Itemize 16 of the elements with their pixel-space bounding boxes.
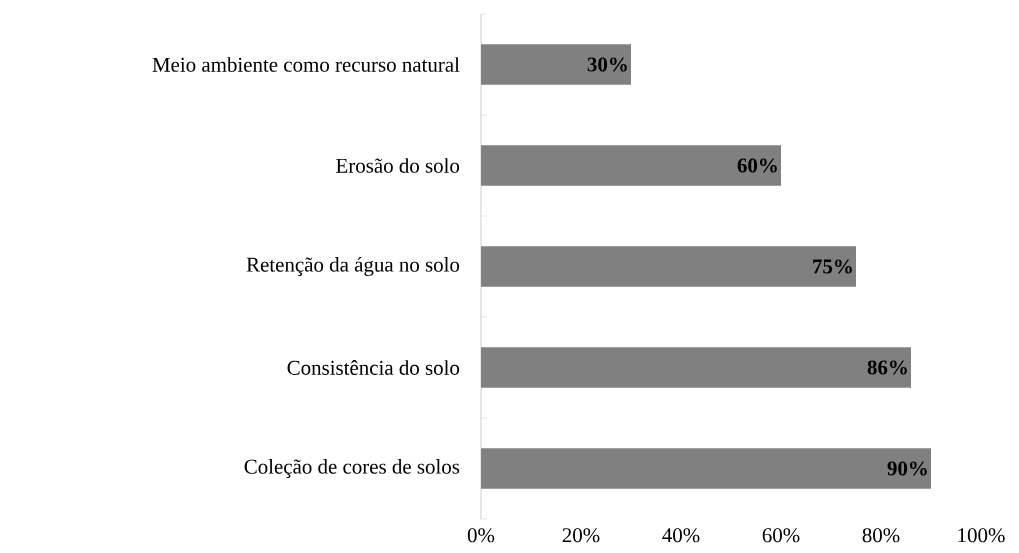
data-label: 60% [737,158,777,173]
data-label: 90% [887,461,927,476]
y-tick-label: Coleção de cores de solos [244,459,460,478]
x-tick-label: 40% [662,528,700,543]
x-tick-label: 100% [958,528,1005,543]
data-label: 86% [867,360,907,375]
y-tick-label: Erosão do solo [336,158,460,173]
x-tick-label: 20% [562,528,600,543]
y-tick-label: Meio ambiente como recurso natural [152,57,460,72]
y-tick-label: Retenção da água no solo [246,256,460,277]
x-tick-label: 80% [862,528,900,543]
x-tick-label: 0% [467,528,495,543]
y-tick-label: Consistência do solo [287,360,460,375]
x-tick-label: 60% [762,528,800,543]
data-label: 75% [813,259,852,274]
data-label: 30% [587,57,627,72]
